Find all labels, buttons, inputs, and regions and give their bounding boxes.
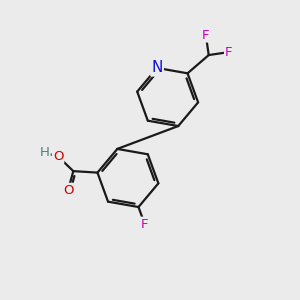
Text: N: N — [152, 60, 163, 75]
Text: H: H — [40, 146, 50, 159]
Text: F: F — [202, 28, 209, 41]
Text: F: F — [141, 218, 148, 231]
Text: O: O — [63, 184, 73, 197]
Text: O: O — [53, 150, 63, 163]
Text: F: F — [225, 46, 232, 59]
